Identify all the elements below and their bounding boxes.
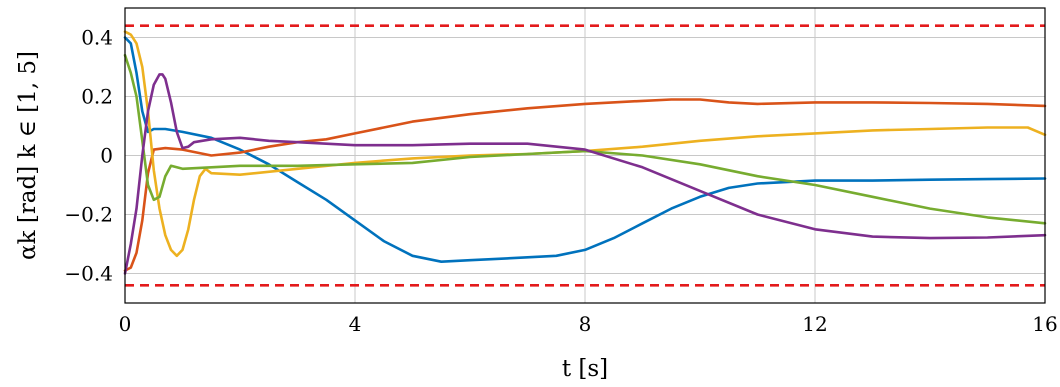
x-tick-label: 12: [802, 312, 827, 336]
series-line-5: [123, 73, 1047, 275]
series-group: [123, 30, 1047, 275]
x-tick-label: 4: [349, 312, 362, 336]
y-tick-label: 0: [100, 144, 113, 168]
x-tick-label: 0: [119, 312, 132, 336]
reference-lines: [125, 24, 1045, 287]
series-line-3: [123, 30, 1047, 258]
series-line-1: [123, 36, 1047, 263]
grid: [124, 8, 1046, 303]
x-tick-label: 16: [1032, 312, 1057, 336]
y-tick-label: −0.2: [64, 203, 113, 227]
x-axis-label: t [s]: [562, 356, 608, 382]
y-tick-label: 0.4: [81, 26, 113, 50]
series-line-4: [123, 53, 1047, 225]
x-tick-labels: 0 4 8 12 16: [119, 312, 1058, 336]
y-tick-label: −0.4: [64, 262, 113, 286]
y-tick-labels: −0.4 −0.2 0 0.2 0.4: [64, 26, 113, 286]
x-tick-label: 8: [579, 312, 592, 336]
y-axis-label: αk [rad] k ∈ [1, 5]: [15, 51, 41, 260]
y-tick-label: 0.2: [81, 85, 113, 109]
plot-frame: [124, 7, 1046, 304]
